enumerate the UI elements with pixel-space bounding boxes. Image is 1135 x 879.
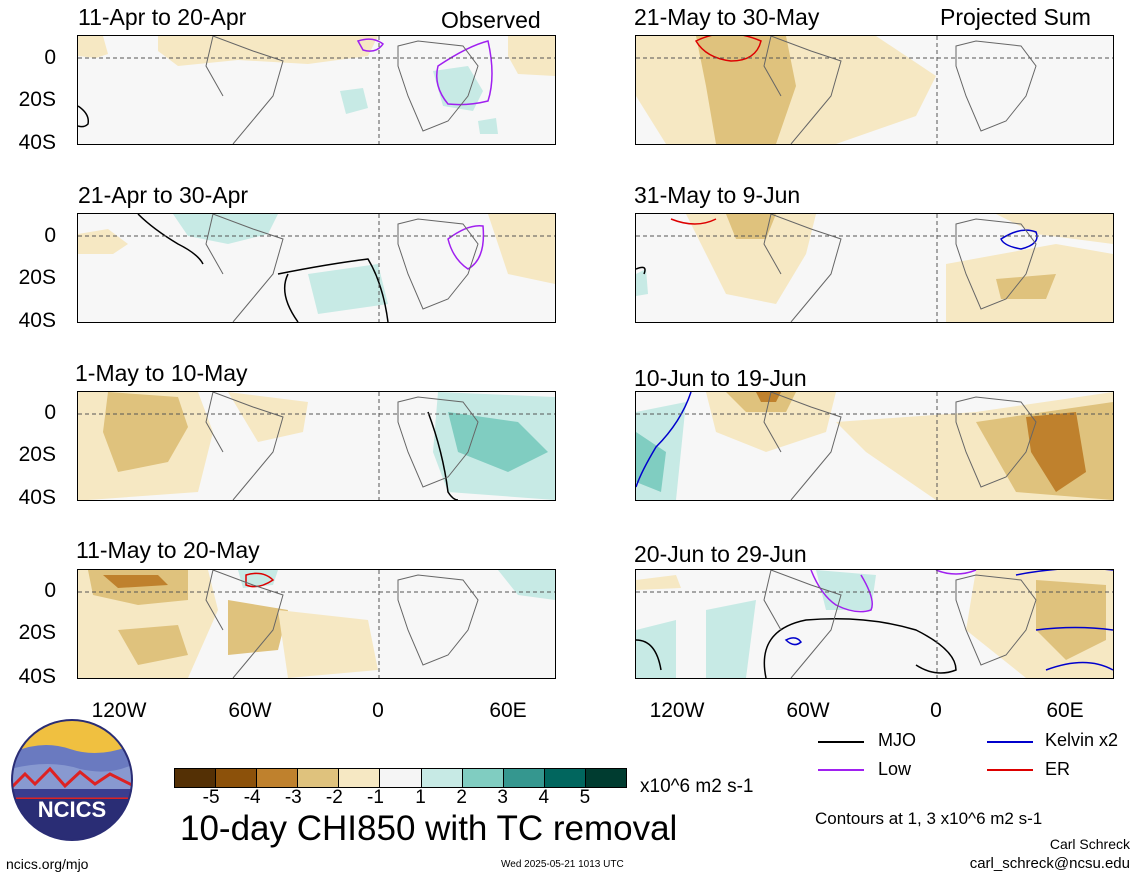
panel-title-left-4: 11-May to 20-May — [76, 537, 260, 563]
map-panel-right-2 — [635, 213, 1114, 323]
panel-title-left-1: 11-Apr to 20-Apr — [78, 4, 247, 30]
legend-kelvin-line — [987, 741, 1033, 743]
panel-title-right-4: 20-Jun to 29-Jun — [634, 541, 807, 567]
y-tick-40s-row1: 40S — [18, 131, 56, 154]
legend-mjo-line — [818, 741, 864, 743]
legend-low-line — [818, 769, 864, 771]
colorbar-labels: -5 -4 -3 -2 -1 1 2 3 4 5 — [174, 787, 626, 811]
x-tick-left-120w: 120W — [91, 699, 147, 722]
colorbar-swatch — [461, 768, 504, 788]
colorbar-label: 5 — [579, 787, 591, 808]
colorbar-label: -5 — [202, 787, 220, 808]
map-panel-right-4 — [635, 569, 1114, 679]
x-tick-right-60w: 60W — [786, 699, 830, 722]
colorbar — [174, 768, 627, 788]
map-panel-left-3 — [77, 391, 556, 501]
observed-header: Observed — [441, 7, 541, 33]
colorbar-swatch — [256, 768, 299, 788]
panel-title-left-3: 1-May to 10-May — [75, 360, 248, 386]
map-panel-left-4 — [77, 569, 556, 679]
colorbar-swatch — [543, 768, 586, 788]
colorbar-label: 3 — [497, 787, 508, 808]
y-tick-20s-row4: 20S — [18, 621, 56, 644]
colorbar-swatch — [379, 768, 422, 788]
y-tick-20s-row1: 20S — [18, 88, 56, 111]
y-tick-0-row1: 0 — [44, 46, 56, 69]
y-tick-0-row3: 0 — [44, 401, 56, 424]
colorbar-swatch — [174, 768, 217, 788]
contour-note: Contours at 1, 3 x10^6 m2 s-1 — [815, 809, 1043, 828]
colorbar-swatch — [420, 768, 463, 788]
author-email[interactable]: carl_schreck@ncsu.edu — [969, 855, 1130, 872]
author-name: Carl Schreck — [1049, 836, 1130, 852]
colorbar-label: -4 — [243, 787, 261, 808]
main-title: 10-day CHI850 with TC removal — [180, 809, 678, 848]
map-panel-right-1 — [635, 35, 1114, 145]
y-tick-0-row4: 0 — [44, 579, 56, 602]
colorbar-swatch — [502, 768, 545, 788]
colorbar-label: 2 — [456, 787, 467, 808]
legend-low-label: Low — [878, 759, 912, 779]
x-tick-right-60e: 60E — [1046, 699, 1084, 722]
y-tick-40s-row2: 40S — [18, 309, 56, 332]
x-tick-left-0: 0 — [372, 699, 384, 722]
legend-kelvin-label: Kelvin x2 — [1045, 730, 1119, 750]
panel-title-left-2: 21-Apr to 30-Apr — [78, 182, 249, 208]
colorbar-label: -3 — [284, 787, 302, 808]
projected-header: Projected Sum — [940, 4, 1091, 30]
x-tick-right-0: 0 — [930, 699, 942, 722]
y-tick-40s-row3: 40S — [18, 486, 56, 509]
colorbar-swatch — [584, 768, 627, 788]
colorbar-label: 4 — [538, 787, 550, 808]
y-tick-40s-row4: 40S — [18, 665, 56, 688]
legend-mjo-label: MJO — [878, 730, 916, 750]
panel-title-right-1: 21-May to 30-May — [634, 4, 820, 30]
colorbar-label: 1 — [415, 787, 426, 808]
x-tick-left-60w: 60W — [228, 699, 272, 722]
y-tick-20s-row3: 20S — [18, 443, 56, 466]
x-tick-left-60e: 60E — [489, 699, 527, 722]
website-link[interactable]: ncics.org/mjo — [6, 856, 89, 872]
y-tick-20s-row2: 20S — [18, 266, 56, 289]
panel-title-right-3: 10-Jun to 19-Jun — [634, 365, 807, 391]
colorbar-label: -2 — [325, 787, 343, 808]
legend-er-line — [987, 769, 1033, 771]
colorbar-units: x10^6 m2 s-1 — [640, 776, 754, 797]
map-panel-left-1 — [77, 35, 556, 145]
legend-er-label: ER — [1045, 759, 1071, 779]
timestamp: Wed 2025-05-21 1013 UTC — [501, 859, 624, 870]
x-tick-right-120w: 120W — [649, 699, 705, 722]
colorbar-swatch — [338, 768, 381, 788]
logo-text: NCICS — [38, 797, 106, 822]
colorbar-swatch — [297, 768, 340, 788]
map-panel-left-2 — [77, 213, 556, 323]
colorbar-swatch — [215, 768, 258, 788]
colorbar-label: -1 — [367, 787, 384, 808]
y-tick-0-row2: 0 — [44, 224, 56, 247]
map-panel-right-3 — [635, 391, 1114, 501]
ncics-logo: NCICS — [10, 714, 134, 846]
panel-title-right-2: 31-May to 9-Jun — [634, 182, 801, 208]
